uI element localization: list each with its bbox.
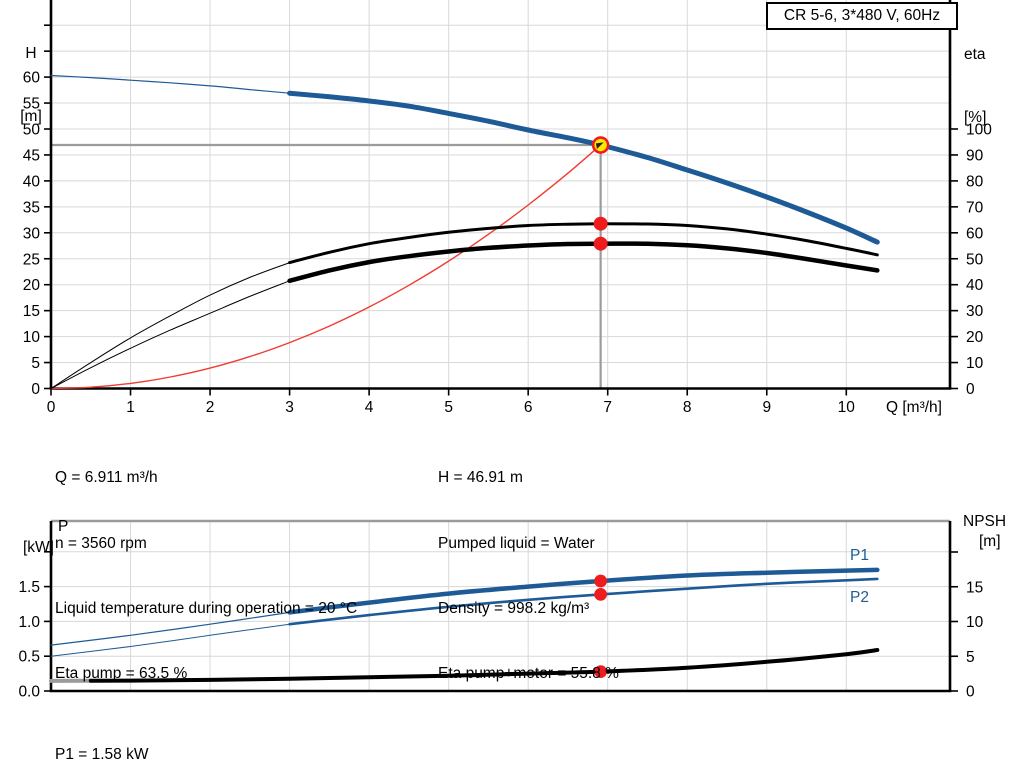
system-curve [50,144,602,390]
tick-label: 1.0 [18,614,40,631]
tick-label: 15 [23,303,40,320]
tick-label: 10 [966,614,984,631]
eta-pump-motor [287,241,880,284]
info-p1: P1 = 1.58 kW [55,746,149,764]
power-markers [594,574,608,679]
tick-label: 10 [838,399,856,416]
tick-label: 45 [23,147,40,164]
info-q: Q = 6.911 m³/h [55,469,158,487]
main-markers [591,136,610,251]
tick-label: 35 [23,199,40,216]
h-axis-symbol: H [25,45,37,62]
h-axis-unit: [m] [20,108,42,125]
info-eta-pump-motor: Eta pump+motor = 55.8 % [438,664,619,682]
tick-label: 0 [31,381,40,398]
tick-label: 40 [23,173,41,190]
tick-label: 30 [23,225,41,242]
p2-curve [50,623,291,657]
info-h: H = 46.91 m [438,469,523,487]
info-pumped-liquid: Pumped liquid = Water [438,534,595,552]
tick-label: 55 [23,96,40,113]
tick-label: 10 [966,355,984,372]
tick-label: 0 [47,399,56,416]
eta-pump [288,222,879,265]
power-series-npsh-curve [49,648,880,683]
info-n: n = 3560 rpm [55,534,147,552]
main-crosshair [51,143,602,389]
tick-label: 60 [23,70,41,87]
npsh-axis-unit: [m] [979,533,1001,550]
npsh-curve [88,648,880,683]
eta-pump [50,262,291,389]
eta-axis-unit: [%] [964,109,987,126]
tick-label: 5 [31,355,40,372]
tick-label: 4 [365,399,374,416]
q-axis-label: Q [m³/h] [886,399,942,416]
h-axis-label: H [m] [13,1,49,169]
main-series-pump-curve-qh [50,74,880,245]
tick-label: 3 [285,399,294,416]
tick-label: 20 [23,277,41,294]
tick-label: 90 [966,147,984,164]
tick-label: 30 [966,303,984,320]
tick-label: 20 [966,329,984,346]
tick-label: 15 [966,579,983,596]
eta-pump-motor [50,280,291,389]
tick-label: 1.5 [18,579,40,596]
p2-series-label: P2 [850,589,869,606]
info-liquid-temp: Liquid temperature during operation = 20… [55,599,358,617]
tick-label: 1 [126,399,135,416]
p-axis-unit: [kW] [23,539,54,556]
p-axis-symbol: P [58,518,69,535]
tick-label: 9 [762,399,771,416]
tick-label: 0 [966,381,975,398]
info-block-left: Q = 6.911 m³/h n = 3560 rpm Liquid tempe… [55,424,357,728]
power-grid [51,521,950,691]
main-axes: 0510152025303540455055600102030405060708… [23,0,992,416]
tick-label: 0.5 [18,649,40,666]
chart-title-box: CR 5-6, 3*480 V, 60Hz [766,2,958,30]
main-series-eta-pump-motor [50,241,880,389]
power-axes: 0.0 0.5 1.0 1.5 0 5 10 15 [18,519,984,701]
tick-label: 10 [23,329,41,346]
pump-curve-qh [50,74,291,94]
tick-label: 0.0 [18,684,40,701]
p1-point [594,574,608,588]
tick-label: 6 [524,399,533,416]
tick-label: 100 [966,122,992,139]
info-eta-pump: Eta pump = 63.5 % [55,664,188,682]
p2-point [594,587,608,601]
info-block-right: H = 46.91 m Pumped liquid = Water Densit… [438,424,619,728]
tick-label: 8 [683,399,692,416]
info-density: Density = 998.2 kg/m³ [438,599,590,617]
tick-label: 70 [966,199,984,216]
tick-label: 80 [966,173,984,190]
tick-label: 60 [966,225,984,242]
tick-label: 7 [603,399,612,416]
eta-axis-label: eta [%] [964,2,986,170]
duty-arrow [595,142,604,150]
tick-label: 0 [966,684,975,701]
p1-series-label: P1 [850,547,869,564]
main-grid [51,0,950,389]
tick-label: 5 [444,399,453,416]
main-series-system-curve [50,144,602,390]
tick-label: 2 [206,399,215,416]
p1-curve [50,611,291,646]
tick-label: 25 [23,251,40,268]
info-block-bottom: P1 = 1.58 kW P2 = 1.388 kW NPSH = 2.79 m [55,701,163,781]
pump-curve-qh [287,90,880,245]
tick-label: 5 [966,649,975,666]
eta-pump-motor-point [593,236,608,251]
eta-pump-point [593,216,608,231]
main-series-eta-pump [50,222,879,389]
tick-label: 50 [966,251,984,268]
eta-axis-symbol: eta [964,46,986,63]
tick-label: 40 [966,277,984,294]
tick-label: 50 [23,122,41,139]
npsh-axis-symbol: NPSH [963,513,1007,530]
npsh-point [594,665,608,679]
